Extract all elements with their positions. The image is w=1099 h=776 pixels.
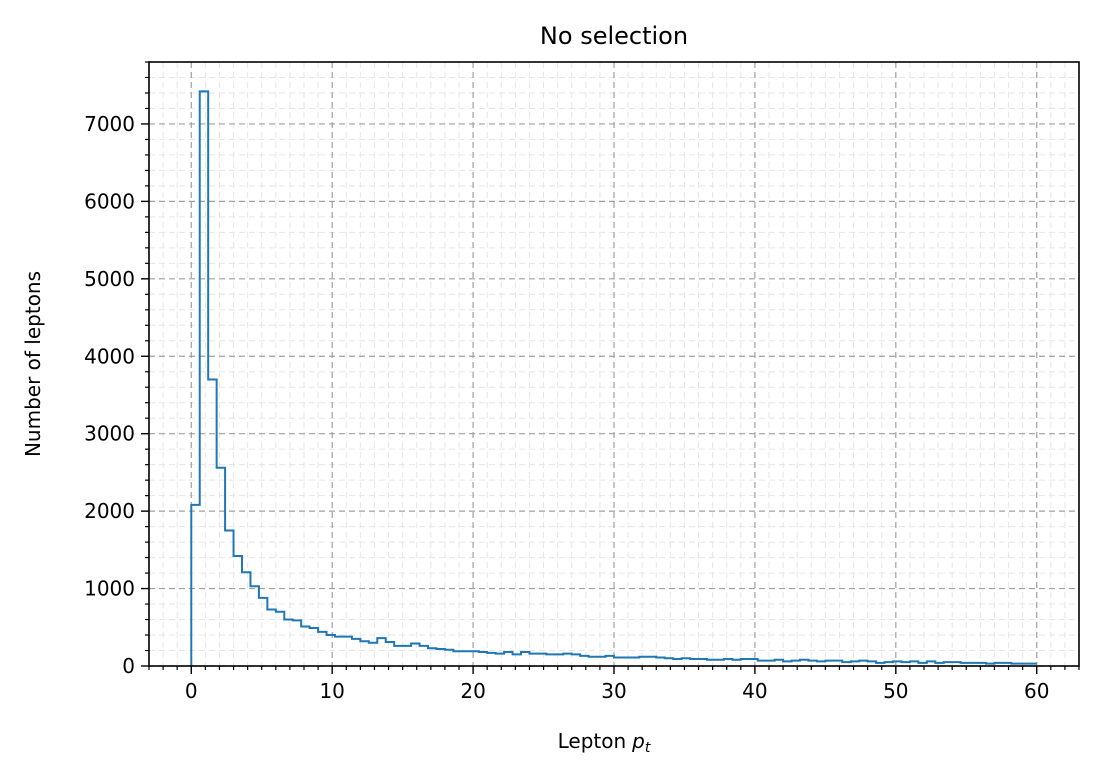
y-tick-label: 7000 bbox=[84, 112, 135, 136]
x-tick-label: 30 bbox=[601, 679, 626, 703]
y-tick-label: 1000 bbox=[84, 577, 135, 601]
y-tick-label: 2000 bbox=[84, 499, 135, 523]
x-axis-title-subscript: t bbox=[645, 740, 651, 756]
y-tick-label: 6000 bbox=[84, 189, 135, 213]
x-tick-label: 20 bbox=[460, 679, 485, 703]
y-tick-label: 5000 bbox=[84, 267, 135, 291]
chart-title: No selection bbox=[540, 22, 688, 50]
x-tick-label: 40 bbox=[742, 679, 767, 703]
y-tick-label: 0 bbox=[122, 654, 135, 678]
y-tick-label: 4000 bbox=[84, 344, 135, 368]
x-axis-title-symbol: p bbox=[631, 729, 645, 753]
y-tick-label: 3000 bbox=[84, 422, 135, 446]
x-tick-label: 0 bbox=[185, 679, 198, 703]
x-tick-label: 50 bbox=[883, 679, 908, 703]
major-grid bbox=[149, 62, 1079, 667]
y-axis: 0 1000 2000 3000 4000 5000 6000 7000 bbox=[84, 61, 149, 678]
x-axis-title: Lepton pt bbox=[558, 729, 651, 756]
x-tick-label: 60 bbox=[1024, 679, 1049, 703]
x-axis: 0 10 20 30 40 50 60 bbox=[148, 666, 1080, 703]
y-axis-title: Number of leptons bbox=[21, 271, 45, 457]
x-tick-label: 10 bbox=[319, 679, 344, 703]
histogram-step-line bbox=[190, 90, 1037, 666]
x-axis-title-text: Lepton bbox=[558, 729, 627, 753]
